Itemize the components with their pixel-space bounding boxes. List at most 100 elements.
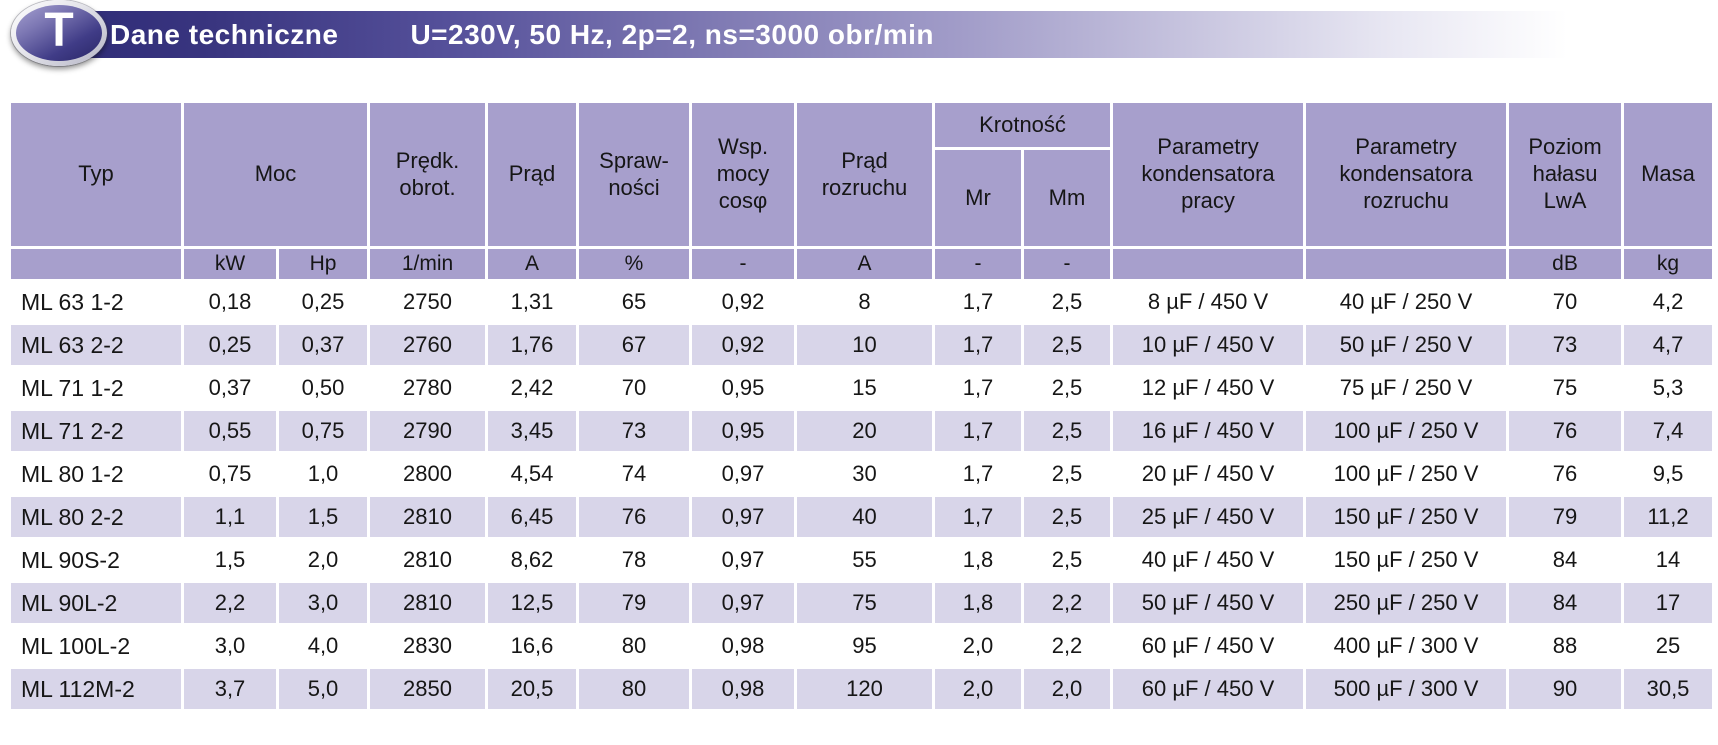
value-cell: 76	[1509, 454, 1622, 494]
page-title: Dane techniczne	[110, 18, 339, 50]
value-cell: 1,7	[935, 497, 1021, 537]
unit-cell-mr: -	[935, 249, 1021, 279]
value-cell: 40 µF / 450 V	[1113, 540, 1304, 580]
value-cell: 100 µF / 250 V	[1306, 411, 1507, 451]
value-cell: 20,5	[488, 669, 576, 709]
value-cell: 30,5	[1624, 669, 1713, 709]
value-cell: 2760	[370, 325, 485, 365]
value-cell: 2,5	[1024, 540, 1111, 580]
value-cell: 79	[1509, 497, 1622, 537]
motor-type-cell: ML 100L-2	[11, 626, 181, 666]
value-cell: 8	[797, 282, 932, 322]
header-row-krotnosc-sub: Mr Mm	[11, 150, 1712, 246]
value-cell: 1,0	[279, 454, 367, 494]
unit-cell-cos: -	[692, 249, 794, 279]
value-cell: 2,5	[1024, 325, 1111, 365]
value-cell: 150 µF / 250 V	[1306, 540, 1507, 580]
col-header-mm: Mm	[1024, 150, 1111, 246]
page-subtitle: U=230V, 50 Hz, 2p=2, ns=3000 obr/min	[410, 18, 935, 50]
value-cell: 0,25	[184, 325, 276, 365]
value-cell: 2750	[370, 282, 485, 322]
value-cell: 3,0	[279, 583, 367, 623]
motor-type-cell: ML 90S-2	[11, 540, 181, 580]
value-cell: 0,92	[692, 325, 794, 365]
table-row: ML 71 1-2 0,37 0,50 2780 2,42 70 0,95 15 1,7 2,5 1…	[11, 368, 1713, 408]
value-cell: 70	[1509, 282, 1622, 322]
value-cell: 8 µF / 450 V	[1113, 282, 1304, 322]
table-row: ML 100L-2 3,0 4,0 2830 16,6 80 0,98 95 2,0 2,2 60 …	[11, 626, 1713, 666]
value-cell: 1,7	[935, 325, 1021, 365]
technical-data-table: Typ Moc Prędk. obrot. Prąd Spraw- ności …	[8, 100, 1715, 712]
value-cell: 60 µF / 450 V	[1113, 626, 1304, 666]
value-cell: 4,7	[1624, 325, 1713, 365]
value-cell: 2,5	[1024, 368, 1111, 408]
table-row: ML 80 1-2 0,75 1,0 2800 4,54 74 0,97 30 1,7 2,5 20…	[11, 454, 1713, 494]
value-cell: 10 µF / 450 V	[1113, 325, 1304, 365]
value-cell: 7,4	[1624, 411, 1713, 451]
value-cell: 1,7	[935, 454, 1021, 494]
value-cell: 30	[797, 454, 932, 494]
col-header-param-kond-rozruchu: Parametry kondensatora rozruchu	[1306, 103, 1507, 246]
value-cell: 5,0	[279, 669, 367, 709]
col-header-prad-rozruchu: Prąd rozruchu	[797, 103, 932, 246]
value-cell: 3,45	[488, 411, 576, 451]
t-badge-circle: T	[16, 5, 102, 61]
value-cell: 4,0	[279, 626, 367, 666]
value-cell: 78	[579, 540, 689, 580]
value-cell: 84	[1509, 583, 1622, 623]
value-cell: 1,7	[935, 368, 1021, 408]
value-cell: 11,2	[1624, 497, 1713, 537]
unit-cell-kw: kW	[184, 249, 276, 279]
value-cell: 3,7	[184, 669, 276, 709]
value-cell: 6,45	[488, 497, 576, 537]
value-cell: 0,95	[692, 368, 794, 408]
value-cell: 75	[1509, 368, 1622, 408]
value-cell: 1,8	[935, 583, 1021, 623]
value-cell: 2810	[370, 497, 485, 537]
table-row: ML 63 2-2 0,25 0,37 2760 1,76 67 0,92 10 1,7 2,5 1…	[11, 325, 1713, 365]
table-row: ML 63 1-2 0,18 0,25 2750 1,31 65 0,92 8 1,7 2,5 8 …	[11, 282, 1713, 322]
col-header-wsp-mocy: Wsp. mocy cosφ	[692, 103, 794, 246]
value-cell: 75	[797, 583, 932, 623]
value-cell: 2810	[370, 540, 485, 580]
value-cell: 2,42	[488, 368, 576, 408]
table-row: ML 112M-2 3,7 5,0 2850 20,5 80 0,98 120 2,0 2,0 60…	[11, 669, 1713, 709]
motor-type-cell: ML 71 1-2	[11, 368, 181, 408]
value-cell: 1,5	[184, 540, 276, 580]
table-row: ML 80 2-2 1,1 1,5 2810 6,45 76 0,97 40 1,7 2,5 25 …	[11, 497, 1713, 537]
value-cell: 0,92	[692, 282, 794, 322]
value-cell: 74	[579, 454, 689, 494]
value-cell: 2,5	[1024, 497, 1111, 537]
value-cell: 1,1	[184, 497, 276, 537]
value-cell: 0,25	[279, 282, 367, 322]
value-cell: 50 µF / 250 V	[1306, 325, 1507, 365]
value-cell: 70	[579, 368, 689, 408]
value-cell: 2,2	[1024, 626, 1111, 666]
value-cell: 73	[1509, 325, 1622, 365]
value-cell: 88	[1509, 626, 1622, 666]
value-cell: 76	[579, 497, 689, 537]
value-cell: 0,18	[184, 282, 276, 322]
value-cell: 95	[797, 626, 932, 666]
value-cell: 2,0	[1024, 669, 1111, 709]
value-cell: 90	[1509, 669, 1622, 709]
col-header-sprawnosci: Spraw- ności	[579, 103, 689, 246]
value-cell: 0,98	[692, 626, 794, 666]
value-cell: 75 µF / 250 V	[1306, 368, 1507, 408]
unit-cell-percent: %	[579, 249, 689, 279]
col-header-typ: Typ	[11, 103, 181, 246]
value-cell: 0,97	[692, 497, 794, 537]
title-bar: Dane techniczne U=230V, 50 Hz, 2p=2, ns=…	[46, 11, 1718, 58]
unit-cell-kond-rozruchu	[1306, 249, 1507, 279]
header-row-groups: Typ Moc Prędk. obrot. Prąd Spraw- ności …	[11, 103, 1713, 246]
value-cell: 2,0	[935, 626, 1021, 666]
value-cell: 250 µF / 250 V	[1306, 583, 1507, 623]
value-cell: 2,5	[1024, 411, 1111, 451]
value-cell: 8,62	[488, 540, 576, 580]
unit-cell-a2: A	[797, 249, 932, 279]
motor-type-cell: ML 63 1-2	[11, 282, 181, 322]
t-badge-letter: T	[44, 4, 74, 57]
value-cell: 14	[1624, 540, 1713, 580]
table-row: ML 90S-2 1,5 2,0 2810 8,62 78 0,97 55 1,8 2,5 40 µ…	[11, 540, 1713, 580]
value-cell: 0,55	[184, 411, 276, 451]
